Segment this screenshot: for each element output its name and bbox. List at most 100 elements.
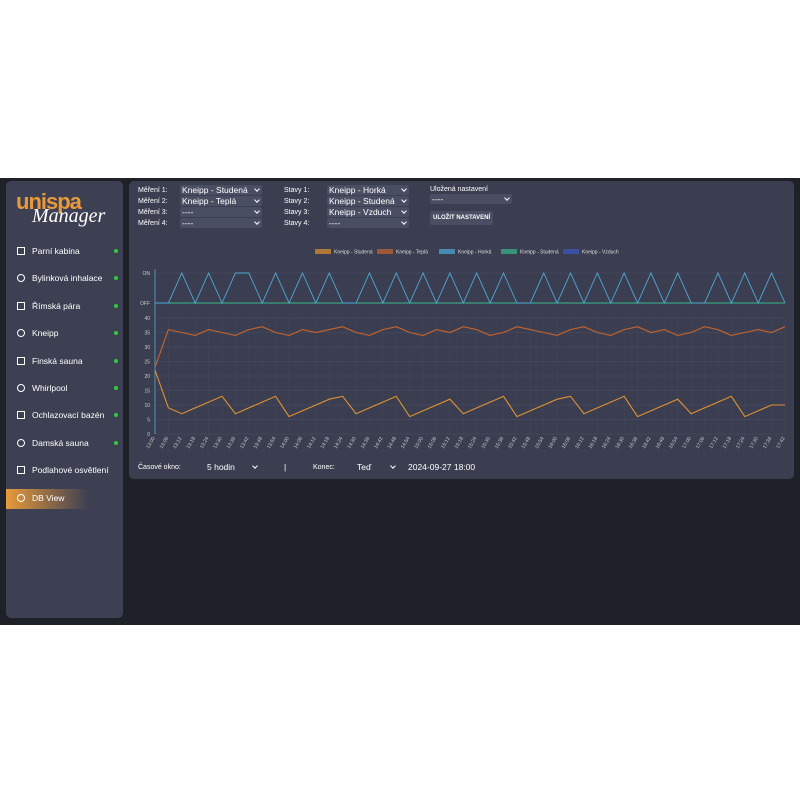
legend-label: Kneipp - Studená (520, 250, 559, 256)
y-tick-label: 10 (144, 403, 150, 409)
x-tick-label: 13:12 (172, 436, 184, 450)
menu-item[interactable]: Parní kabina (32, 246, 80, 256)
menu-icon (17, 384, 25, 392)
legend-swatch (563, 249, 579, 254)
x-tick-label: 15:24 (467, 436, 479, 450)
filter-select[interactable]: Kneipp - Horká (327, 185, 409, 195)
filter-label: Měření 3: (138, 209, 168, 216)
x-tick-label: 14:00 (279, 436, 291, 450)
menu-item[interactable]: Finská sauna (32, 355, 83, 366)
menu-item[interactable]: Bylinková inhalace (32, 273, 103, 284)
legend-label: Kneipp - Studená (334, 250, 373, 256)
menu-icon (17, 329, 25, 338)
saved-select[interactable]: ---- (430, 194, 512, 204)
filter-select[interactable]: Kneipp - Teplá (180, 196, 262, 206)
menu-item[interactable]: Kneipp (32, 328, 59, 339)
x-tick-label: 16:48 (655, 436, 667, 450)
series-line (154, 370, 785, 418)
x-tick-label: 14:54 (400, 436, 412, 450)
menu-item[interactable]: Damská sauna (32, 437, 89, 448)
filter-label: Měření 2: (138, 198, 168, 205)
legend-swatch (439, 249, 455, 254)
window-select[interactable]: 5 hodin (205, 462, 260, 472)
end-label: Konec: (313, 464, 335, 471)
y-tick-label: 5 (147, 418, 150, 424)
x-tick-label: 14:06 (293, 436, 305, 450)
x-tick-label: 17:30 (748, 436, 760, 450)
x-tick-label: 15:36 (494, 436, 506, 450)
x-tick-label: 15:42 (507, 436, 519, 450)
saved-label: Uložená nastavení (430, 186, 488, 193)
y2-tick-label: OFF (140, 301, 150, 307)
x-tick-label: 16:42 (641, 436, 653, 450)
x-tick-label: 14:48 (387, 436, 399, 450)
x-tick-label: 16:06 (561, 436, 573, 450)
menu-icon (17, 247, 25, 255)
series-line (154, 326, 786, 368)
menu-icon (17, 274, 25, 283)
x-tick-label: 16:36 (628, 436, 640, 450)
x-tick-label: 17:36 (762, 436, 774, 450)
legend-label: Kneipp - Horká (458, 250, 492, 256)
y-tick-label: 25 (144, 360, 150, 366)
status-dot (114, 249, 118, 253)
menu-icon (17, 438, 25, 447)
x-tick-label: 17:24 (735, 436, 747, 450)
x-tick-label: 13:48 (253, 436, 265, 450)
x-tick-label: 14:42 (373, 436, 385, 450)
x-tick-label: 16:54 (668, 436, 680, 450)
x-tick-label: 13:18 (185, 436, 197, 450)
y-tick-label: 40 (144, 316, 150, 322)
sidebar: unispa Manager Parní kabina Bylinková inh… (6, 181, 123, 618)
x-tick-label: 15:00 (413, 436, 425, 450)
menu-icon (17, 301, 25, 310)
y-tick-label: 35 (144, 331, 150, 337)
x-tick-label: 17:42 (775, 436, 787, 450)
status-dot (114, 331, 118, 336)
x-tick-label: 13:06 (159, 436, 171, 450)
x-tick-label: 13:30 (212, 436, 224, 450)
app: unispa Manager Parní kabina Bylinková inh… (0, 178, 800, 625)
x-tick-label: 14:12 (306, 436, 318, 450)
active-bg (6, 488, 123, 509)
x-tick-label: 15:48 (521, 436, 533, 450)
menu-icon (17, 493, 25, 502)
series-line (155, 271, 786, 305)
menu-item[interactable]: Whirlpool (32, 383, 68, 393)
status-dot (114, 276, 118, 281)
logo-brand: unispa (16, 189, 82, 214)
filter-select[interactable]: Kneipp - Studená (180, 185, 262, 195)
x-tick-label: 17:06 (695, 436, 707, 450)
status-dot (114, 358, 118, 363)
filter-label: Měření 1: (138, 187, 168, 194)
y2-tick-label: ON (143, 271, 151, 277)
filter-select[interactable]: Kneipp - Vzduch (327, 207, 409, 217)
y-tick-label: 20 (144, 374, 150, 380)
save-button[interactable]: ULOŽIT NASTAVENÍ (430, 211, 494, 225)
filter-label: Měření 4: (138, 220, 168, 227)
x-tick-label: 13:54 (266, 436, 278, 450)
menu-item[interactable]: DB View (32, 492, 65, 503)
y-tick-label: 15 (144, 389, 150, 395)
menu-item[interactable]: Podlahové osvětlení (32, 465, 109, 476)
x-tick-label: 13:24 (199, 436, 211, 450)
filter-select[interactable]: ---- (327, 218, 409, 228)
filter-select[interactable]: Kneipp - Studená (327, 196, 409, 206)
filter-select[interactable]: ---- (180, 207, 262, 217)
legend-swatch (377, 249, 393, 254)
x-tick-label: 15:12 (440, 436, 452, 450)
filter-select[interactable]: ---- (180, 218, 262, 228)
main-panel: Měření 1: Kneipp - Studená Měření 2: Kneipp… (129, 181, 794, 479)
menu-item[interactable]: Ochlazovací bazén (32, 410, 105, 421)
x-tick-label: 13:42 (239, 436, 251, 450)
end-select[interactable]: Teď (355, 462, 398, 472)
menu-item[interactable]: Římská pára (32, 300, 81, 311)
legend-label: Kneipp - Vzduch (582, 250, 619, 256)
x-tick-label: 16:30 (614, 436, 626, 450)
x-tick-label: 16:24 (601, 436, 613, 450)
menu-icon (17, 356, 25, 365)
chart: 0 5 10 15 20 25 30 35 40 OFF ON 13:00 13:06 13:12 13:1… (140, 249, 787, 450)
filter-label: Stavy 2: (284, 198, 310, 205)
filter-label: Stavy 3: (284, 209, 310, 216)
